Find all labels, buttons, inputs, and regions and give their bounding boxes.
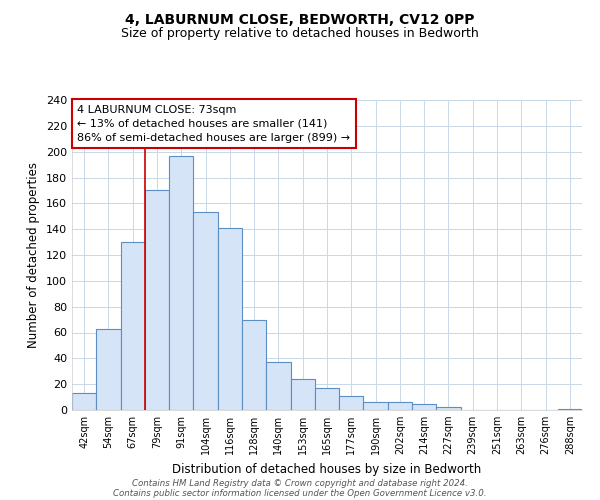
- Bar: [121, 242, 145, 410]
- Bar: [364, 402, 388, 410]
- Bar: [339, 396, 364, 410]
- Bar: [558, 408, 582, 410]
- Y-axis label: Number of detached properties: Number of detached properties: [28, 162, 40, 348]
- Bar: [193, 212, 218, 410]
- Text: Size of property relative to detached houses in Bedworth: Size of property relative to detached ho…: [121, 28, 479, 40]
- Text: 4, LABURNUM CLOSE, BEDWORTH, CV12 0PP: 4, LABURNUM CLOSE, BEDWORTH, CV12 0PP: [125, 12, 475, 26]
- Bar: [436, 408, 461, 410]
- Bar: [315, 388, 339, 410]
- X-axis label: Distribution of detached houses by size in Bedworth: Distribution of detached houses by size …: [172, 462, 482, 475]
- Bar: [290, 379, 315, 410]
- Text: Contains HM Land Registry data © Crown copyright and database right 2024.: Contains HM Land Registry data © Crown c…: [132, 478, 468, 488]
- Bar: [96, 328, 121, 410]
- Bar: [388, 402, 412, 410]
- Text: 4 LABURNUM CLOSE: 73sqm
← 13% of detached houses are smaller (141)
86% of semi-d: 4 LABURNUM CLOSE: 73sqm ← 13% of detache…: [77, 104, 350, 142]
- Bar: [218, 228, 242, 410]
- Bar: [242, 320, 266, 410]
- Text: Contains public sector information licensed under the Open Government Licence v3: Contains public sector information licen…: [113, 488, 487, 498]
- Bar: [169, 156, 193, 410]
- Bar: [145, 190, 169, 410]
- Bar: [266, 362, 290, 410]
- Bar: [412, 404, 436, 410]
- Bar: [72, 393, 96, 410]
